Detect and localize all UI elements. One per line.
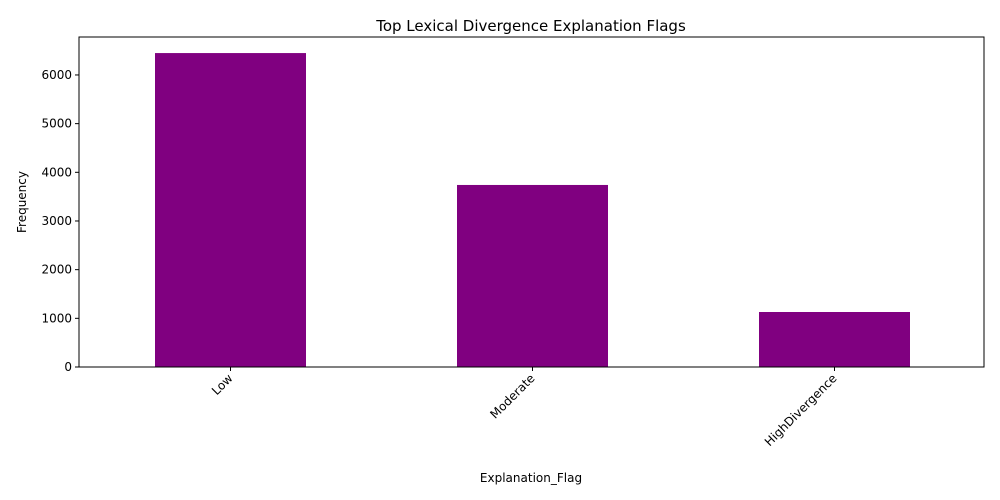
x-tick-label-low: Low bbox=[209, 371, 236, 398]
x-axis: Low Moderate HighDivergence bbox=[209, 367, 840, 449]
x-tick-label-highdivergence: HighDivergence bbox=[762, 371, 840, 449]
y-tick-label: 3000 bbox=[41, 214, 72, 228]
y-tick-label: 5000 bbox=[41, 117, 72, 131]
y-axis-label: Frequency bbox=[15, 171, 29, 233]
bar-highdivergence bbox=[759, 312, 910, 367]
y-tick-label: 1000 bbox=[41, 311, 72, 325]
chart-title: Top Lexical Divergence Explanation Flags bbox=[375, 17, 686, 35]
bar-moderate bbox=[457, 184, 608, 367]
plot-frame bbox=[78, 36, 985, 368]
y-tick-label: 0 bbox=[64, 360, 72, 374]
x-tick-label-moderate: Moderate bbox=[487, 371, 537, 421]
bar-low bbox=[155, 53, 306, 367]
x-axis-label: Explanation_Flag bbox=[480, 471, 582, 485]
y-tick-label: 4000 bbox=[41, 165, 72, 179]
bars-group bbox=[155, 53, 910, 367]
y-axis: 0 1000 2000 3000 4000 5000 6000 bbox=[41, 68, 79, 374]
y-tick-label: 2000 bbox=[41, 263, 72, 277]
y-tick-label: 6000 bbox=[41, 68, 72, 82]
